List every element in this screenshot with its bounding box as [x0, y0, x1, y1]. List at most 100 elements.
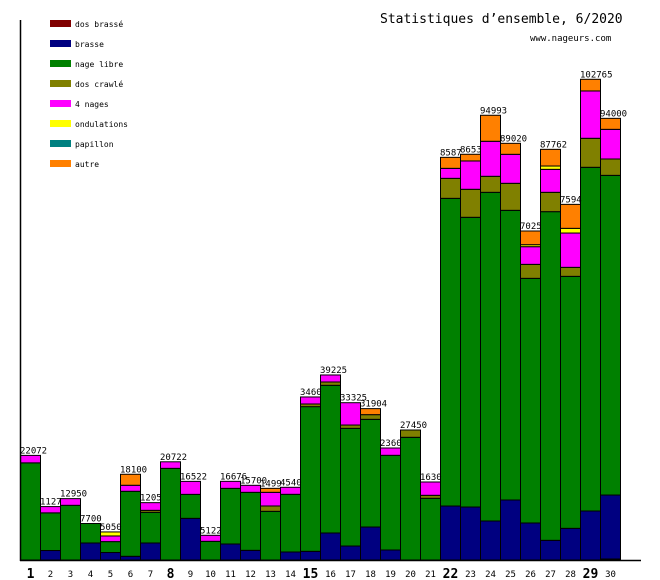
legend-swatch	[50, 60, 71, 67]
bar-segment-brasse	[40, 550, 61, 561]
data-label: 31904	[360, 400, 387, 410]
x-tick-label: 28	[565, 570, 576, 580]
bar-segment-nage-libre	[180, 493, 201, 519]
bar-segment-dos-crawlé	[400, 429, 421, 438]
bar-segment-brasse	[280, 551, 301, 561]
x-axis-ticks: 1 2 3 4 5 6 7 8 9 10 11 12 13 14 15 16 17 18 19 20 21 22 23 24 2…	[27, 567, 616, 580]
bar-segment-nage-libre	[500, 209, 521, 501]
x-tick-label: 2	[48, 570, 53, 580]
legend-label: papillon	[75, 140, 114, 149]
bar-segment-4-nages	[280, 486, 301, 495]
data-label: 1205	[140, 494, 162, 504]
bar-segment-brasse	[100, 552, 121, 561]
x-tick-label: 12	[245, 570, 256, 580]
x-tick-label: 21	[425, 570, 436, 580]
bar-segment-4-nages	[240, 484, 261, 493]
bar-segment-nage-libre	[480, 191, 501, 522]
data-label: 8653	[460, 145, 482, 155]
bar-segment-4-nages	[120, 484, 141, 492]
bar-segment-dos-crawlé	[360, 414, 381, 420]
bar-segment-brasse	[120, 555, 141, 561]
x-tick-label: 24	[485, 570, 496, 580]
bar-segment-autre	[440, 156, 461, 169]
bar-segment-brasse	[600, 494, 621, 560]
bar-segment-4-nages	[500, 153, 521, 184]
data-label: 18100	[120, 465, 147, 475]
bar-segment-brasse	[380, 549, 401, 561]
bar-segment-nage-libre	[40, 512, 61, 552]
bar-segment-autre	[560, 203, 581, 229]
x-tick-label: 5	[108, 570, 113, 580]
bar-segment-nage-libre	[200, 540, 221, 561]
data-label: 39225	[320, 366, 347, 376]
data-label: 7594	[560, 195, 582, 205]
bar-segment-nage-libre	[400, 436, 421, 561]
bar-segment-brasse	[340, 545, 361, 561]
bar-segment-nage-libre	[520, 277, 541, 524]
bar-segment-nage-libre	[160, 467, 181, 561]
bar-segment-autre	[540, 148, 561, 167]
bar-segment-nage-libre	[600, 174, 621, 496]
bar-segment-dos-crawlé	[560, 266, 581, 277]
legend-label: ondulations	[75, 120, 128, 129]
x-tick-label: 7	[148, 570, 153, 580]
legend-swatch	[50, 160, 71, 167]
legend-label: autre	[75, 160, 99, 169]
x-tick-label: 3	[68, 570, 73, 580]
legend-label: dos brassé	[75, 19, 123, 29]
bar-segment-dos-crawlé	[460, 188, 481, 218]
data-label: 1499	[260, 479, 282, 489]
bar-segment-4-nages	[160, 461, 181, 469]
bar-segment-dos-crawlé	[520, 263, 541, 279]
bar-segment-nage-libre	[20, 462, 41, 561]
x-tick-label: 19	[385, 570, 396, 580]
bar-segment-autre	[360, 408, 381, 416]
x-tick-label: 13	[265, 570, 276, 580]
bar-segment-4-nages	[520, 246, 541, 265]
data-label: 5050	[100, 523, 122, 533]
data-label: 2360	[380, 439, 402, 449]
bar-segment-4-nages	[420, 481, 441, 496]
data-label: 33325	[340, 394, 367, 404]
legend-label: nage libre	[75, 60, 123, 69]
bar-segment-autre	[600, 117, 621, 130]
bar-segment-4-nages	[220, 480, 241, 489]
data-label: 4540	[280, 478, 302, 488]
bar-segment-nage-libre	[360, 418, 381, 528]
x-tick-label: 29	[583, 567, 599, 580]
bar-segment-nage-libre	[300, 406, 321, 552]
x-tick-label: 27	[545, 570, 556, 580]
data-label: 7700	[80, 515, 102, 525]
data-label: 3460	[300, 388, 322, 398]
data-label: 1630	[420, 473, 442, 483]
bar-segment-autre	[580, 78, 601, 92]
data-label: 5122	[200, 526, 222, 536]
bars	[20, 78, 621, 561]
legend-swatch	[50, 120, 71, 127]
bar-segment-nage-libre	[80, 523, 101, 544]
bar-segment-4-nages	[60, 498, 81, 506]
bar-segment-brasse	[540, 539, 561, 561]
data-label: 27450	[400, 421, 427, 431]
bar-segment-autre	[480, 114, 501, 142]
bar-segment-4-nages	[540, 168, 561, 193]
x-tick-label: 26	[525, 570, 536, 580]
bar-segment-4-nages	[100, 535, 121, 543]
bar-segment-nage-libre	[120, 490, 141, 557]
bar-segment-4-nages	[300, 396, 321, 405]
legend-label: dos crawlé	[75, 79, 123, 89]
bar-segment-4-nages	[180, 480, 201, 495]
bar-segment-4-nages	[560, 232, 581, 268]
bar-segment-brasse	[520, 522, 541, 561]
bar-segment-nage-libre	[440, 197, 461, 507]
bar-segment-brasse	[480, 520, 501, 561]
data-label: 8587	[440, 148, 462, 158]
bar-segment-4-nages	[460, 160, 481, 190]
data-label: 20722	[160, 453, 187, 463]
bar-segment-dos-crawlé	[480, 175, 501, 193]
bar-segment-nage-libre	[380, 454, 401, 551]
bar-segment-nage-libre	[220, 487, 241, 545]
x-tick-label: 11	[225, 570, 236, 580]
legend-swatch	[50, 80, 71, 87]
data-label: 16522	[180, 472, 207, 482]
